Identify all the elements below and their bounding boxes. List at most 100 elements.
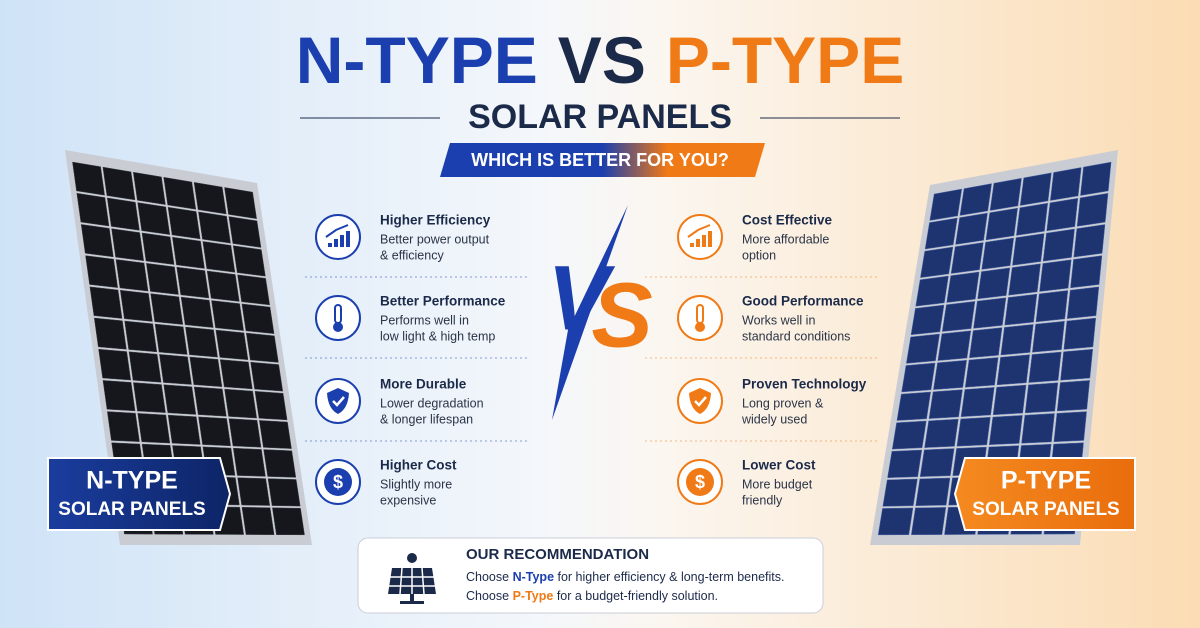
panel-cell <box>167 414 201 445</box>
panel-cell <box>163 384 197 415</box>
subtitle: SOLAR PANELS <box>468 98 732 136</box>
panel-cell <box>224 388 257 419</box>
panel-cell <box>941 301 976 332</box>
panel-cell <box>924 217 958 250</box>
panel-cell <box>259 420 292 449</box>
panel-cell <box>193 182 227 215</box>
icon-bar <box>346 231 350 247</box>
panel-cell <box>224 187 257 220</box>
vs-v: V <box>547 247 615 349</box>
icon-bar <box>702 235 706 247</box>
panel-cell <box>1032 320 1065 353</box>
icon-coin <box>324 468 352 496</box>
panel-cell <box>163 176 197 210</box>
icon-bar <box>696 239 700 247</box>
panel-cell <box>102 166 136 201</box>
panel-cell <box>132 171 166 205</box>
panel-cell <box>977 267 1011 300</box>
panel-cell <box>215 329 249 361</box>
emphasis: N-Type <box>513 570 554 584</box>
right-sublabel: SOLAR PANELS <box>972 499 1119 520</box>
panel-cell <box>198 416 231 447</box>
panel-cell <box>76 192 110 227</box>
text: Choose <box>466 570 509 584</box>
icon-check <box>694 396 707 407</box>
panel-cell <box>237 477 271 506</box>
panel-cell <box>985 207 1018 241</box>
panels <box>65 150 1118 545</box>
panel-cell <box>137 202 171 235</box>
panel-cell <box>973 297 1007 329</box>
panel-cell <box>1053 411 1087 443</box>
feature-title: Lower Cost <box>742 458 816 473</box>
panel-cell <box>988 415 1023 445</box>
icon-bar <box>690 243 694 247</box>
icon-arrow <box>687 224 711 238</box>
panel-cell <box>891 420 927 450</box>
panel-cell <box>176 266 210 299</box>
panel-cell <box>93 317 127 350</box>
text: for a budget-friendly solution. <box>557 589 718 603</box>
panel-cell <box>241 507 275 535</box>
panel-cell <box>241 303 275 334</box>
panel-cell <box>1073 224 1106 258</box>
panel-cell <box>211 300 244 331</box>
panel-cell <box>120 289 153 322</box>
recommendation-line: Choose N-Type for higher efficiency & lo… <box>466 570 784 584</box>
panel-cell <box>272 507 305 536</box>
feature-desc: Works well in <box>742 313 815 327</box>
panel-cell <box>937 330 972 361</box>
feature-desc: expensive <box>380 493 436 507</box>
left-label-box <box>47 457 232 531</box>
panel-cell <box>202 241 236 273</box>
icon-bar <box>708 231 712 247</box>
feature-desc: & longer lifespan <box>380 412 473 426</box>
icon-bar <box>328 243 332 247</box>
right-label-box <box>953 457 1136 531</box>
panel-cell <box>1016 202 1049 236</box>
panel-cell <box>1046 197 1079 232</box>
panel-cell <box>920 246 954 278</box>
left-sublabel: SOLAR PANELS <box>58 499 205 520</box>
icon-coin <box>686 468 714 496</box>
right-label: P-TYPE <box>1001 467 1091 495</box>
vs-s: S <box>591 264 652 366</box>
feature-desc: Performs well in <box>380 313 469 327</box>
title: N-TYPE VS P-TYPE <box>296 23 904 97</box>
panel-cell <box>85 255 118 288</box>
panel-cell <box>992 384 1027 416</box>
panel-cell <box>263 449 297 478</box>
panel-cell <box>128 351 162 383</box>
panel-cell <box>887 449 923 478</box>
panel-cell <box>1004 293 1038 326</box>
panel-cell <box>882 478 918 507</box>
panel-cell <box>159 354 192 385</box>
features: Higher Efficiency Better power output & ef… <box>305 213 880 507</box>
panel-cell <box>150 293 184 325</box>
panel-cell <box>911 507 947 535</box>
panel-cell <box>80 224 114 258</box>
panel-cell <box>1056 380 1090 412</box>
panel-cell <box>1000 324 1034 356</box>
panel-cell <box>955 212 988 245</box>
feature-title: Better Performance <box>380 294 506 309</box>
panel-cell <box>1039 259 1072 292</box>
panel-cell <box>102 380 136 412</box>
panel-cell <box>1050 167 1082 201</box>
feature-title: Higher Cost <box>380 458 457 473</box>
panel-cell <box>115 259 149 292</box>
feature-title: More Durable <box>380 377 467 392</box>
panel-cell <box>137 413 171 444</box>
panel-cell <box>1028 351 1062 383</box>
panel-cell <box>1070 255 1103 289</box>
panel-cell <box>933 359 967 390</box>
feature-title: Good Performance <box>742 294 864 309</box>
tagline: WHICH IS BETTER FOR YOU? <box>471 150 729 170</box>
panel-cell <box>929 188 963 221</box>
panel-cell <box>228 216 262 248</box>
panel-cell <box>232 447 266 477</box>
panel-cell <box>946 271 980 303</box>
feature-desc: low light & high temp <box>380 329 495 343</box>
